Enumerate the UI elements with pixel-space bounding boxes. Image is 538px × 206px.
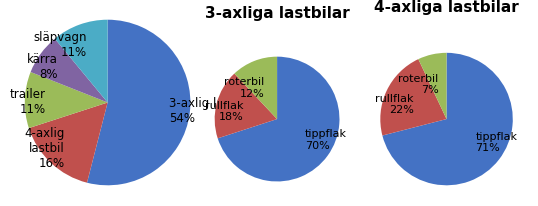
Wedge shape bbox=[29, 103, 108, 183]
Title: 4-axliga lastbilar: 4-axliga lastbilar bbox=[374, 0, 519, 15]
Text: roterbil
12%: roterbil 12% bbox=[224, 77, 265, 98]
Text: rullflak
18%: rullflak 18% bbox=[206, 100, 244, 122]
Wedge shape bbox=[419, 54, 447, 119]
Wedge shape bbox=[380, 60, 447, 136]
Text: tippflak
71%: tippflak 71% bbox=[476, 131, 518, 152]
Wedge shape bbox=[215, 74, 277, 139]
Text: släpvagn
11%: släpvagn 11% bbox=[33, 31, 87, 59]
Text: tippflak
70%: tippflak 70% bbox=[305, 129, 347, 150]
Text: roterbil
7%: roterbil 7% bbox=[398, 73, 438, 95]
Text: kärra
8%: kärra 8% bbox=[26, 53, 58, 81]
Wedge shape bbox=[383, 54, 513, 185]
Wedge shape bbox=[235, 57, 277, 119]
Wedge shape bbox=[25, 73, 108, 129]
Wedge shape bbox=[218, 57, 339, 181]
Text: trailer
11%: trailer 11% bbox=[10, 87, 46, 115]
Wedge shape bbox=[31, 40, 108, 103]
Text: rullflak
22%: rullflak 22% bbox=[375, 93, 414, 115]
Text: 4-axlig
lastbil
16%: 4-axlig lastbil 16% bbox=[25, 127, 65, 170]
Text: 3-axlig lastbil
54%: 3-axlig lastbil 54% bbox=[169, 97, 249, 125]
Title: 3-axliga lastbilar: 3-axliga lastbilar bbox=[204, 6, 350, 21]
Wedge shape bbox=[55, 21, 108, 103]
Wedge shape bbox=[87, 21, 190, 185]
